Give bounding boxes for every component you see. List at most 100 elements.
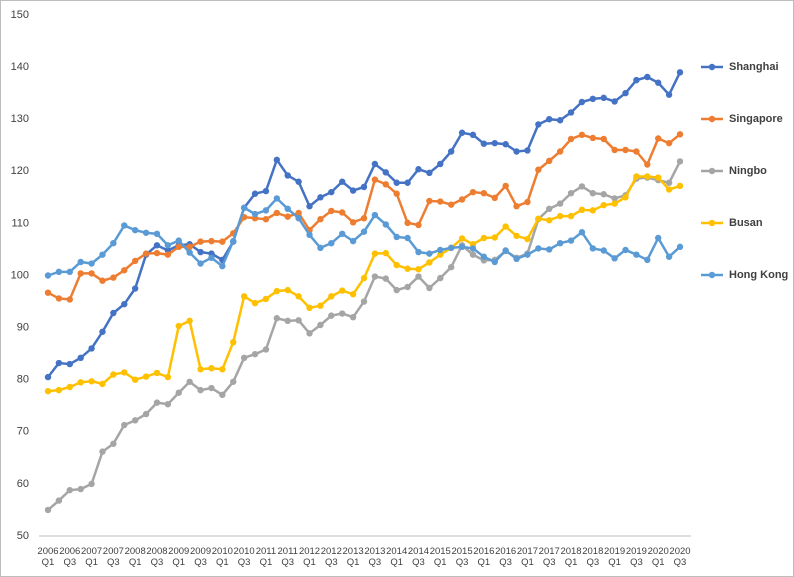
- data-point: [360, 274, 368, 282]
- data-point: [66, 268, 73, 276]
- y-tick-label: 100: [11, 269, 29, 281]
- data-point: [458, 243, 466, 251]
- data-point: [600, 135, 607, 143]
- data-point: [284, 205, 291, 213]
- data-point: [426, 284, 433, 292]
- data-point: [589, 134, 597, 142]
- data-point: [153, 249, 161, 257]
- series-line: [47, 175, 681, 393]
- data-point: [513, 148, 520, 155]
- series-line: [47, 71, 682, 378]
- x-tick-label: 2009 Q3: [189, 546, 212, 568]
- data-point: [142, 410, 150, 418]
- data-point: [186, 249, 193, 256]
- x-tick-label: 2013 Q3: [364, 546, 386, 568]
- data-point: [110, 371, 117, 378]
- data-point: [273, 209, 281, 217]
- data-point: [633, 173, 640, 180]
- data-point: [644, 73, 651, 81]
- data-point: [317, 216, 324, 223]
- data-point: [415, 266, 422, 273]
- y-tick-label: 120: [11, 165, 29, 177]
- data-point: [197, 366, 204, 373]
- data-point: [578, 206, 586, 214]
- data-point: [295, 293, 302, 300]
- data-point: [197, 248, 204, 256]
- data-point: [393, 261, 400, 269]
- data-point: [175, 389, 182, 396]
- legend-marker: [708, 167, 716, 175]
- data-point: [524, 198, 531, 206]
- data-point: [382, 249, 389, 257]
- data-point: [360, 298, 368, 305]
- data-point: [382, 181, 389, 188]
- data-point: [110, 239, 117, 247]
- data-point: [88, 260, 95, 267]
- data-point: [142, 250, 150, 257]
- data-point: [589, 189, 597, 197]
- data-point: [469, 251, 477, 258]
- data-point: [458, 196, 466, 203]
- data-point: [622, 146, 629, 154]
- data-point: [44, 289, 52, 296]
- data-point: [513, 255, 520, 263]
- data-point: [415, 166, 422, 173]
- data-point: [655, 174, 662, 181]
- data-point: [306, 330, 313, 337]
- data-point: [66, 383, 73, 391]
- legend-marker: [708, 219, 716, 227]
- data-point: [186, 243, 193, 251]
- x-tick-label: 2011 Q1: [255, 546, 277, 568]
- data-point: [55, 497, 63, 504]
- data-point: [131, 257, 139, 265]
- data-point: [502, 223, 509, 230]
- data-point: [131, 226, 139, 234]
- data-point: [251, 210, 259, 218]
- data-point: [535, 215, 542, 222]
- data-point: [447, 263, 455, 271]
- data-point: [131, 285, 139, 292]
- data-point: [240, 293, 248, 300]
- data-point: [121, 300, 128, 308]
- data-point: [142, 373, 150, 380]
- x-tick-label: 2010 Q3: [233, 546, 255, 568]
- data-point: [611, 200, 618, 207]
- x-tick-label: 2014 Q1: [386, 546, 408, 568]
- y-tick-label: 130: [11, 113, 29, 125]
- data-point: [458, 235, 466, 242]
- data-point: [633, 76, 640, 84]
- data-point: [99, 277, 106, 284]
- data-point: [458, 129, 466, 136]
- data-point: [513, 232, 520, 240]
- data-point: [339, 310, 346, 317]
- data-point: [142, 229, 150, 236]
- data-point: [164, 400, 172, 408]
- data-point: [524, 251, 531, 258]
- data-point: [251, 190, 259, 197]
- data-point: [77, 258, 84, 266]
- data-point: [393, 179, 400, 186]
- data-point: [339, 230, 346, 238]
- y-tick-label: 110: [11, 217, 29, 229]
- data-point: [404, 265, 411, 272]
- x-tick-label: 2014 Q3: [407, 546, 430, 568]
- data-point: [655, 79, 662, 86]
- data-point: [404, 283, 411, 291]
- data-point: [535, 166, 542, 173]
- data-point: [284, 317, 291, 325]
- data-point: [556, 148, 564, 155]
- data-point: [491, 139, 498, 147]
- data-point: [295, 178, 302, 185]
- data-point: [66, 360, 73, 368]
- x-tick-label: 2020 Q3: [669, 546, 691, 568]
- data-point: [415, 248, 422, 256]
- data-point: [676, 131, 684, 138]
- data-point: [77, 379, 84, 386]
- data-point: [535, 245, 542, 252]
- data-point: [644, 173, 651, 180]
- data-point: [328, 312, 335, 319]
- x-tick-label: 2011 Q3: [277, 546, 298, 568]
- data-point: [349, 187, 357, 194]
- data-point: [589, 95, 597, 103]
